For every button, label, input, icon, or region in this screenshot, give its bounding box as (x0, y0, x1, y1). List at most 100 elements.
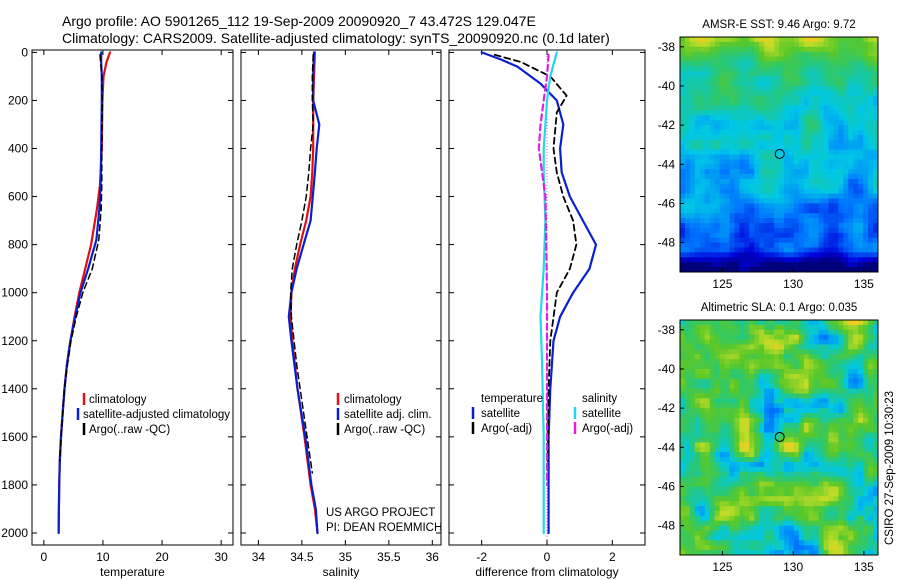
map-cell (793, 364, 800, 370)
map-cell (863, 349, 869, 355)
map-cell (828, 481, 835, 488)
map-cell (684, 125, 691, 131)
map-cell (779, 364, 785, 370)
map-cell (828, 174, 835, 180)
map-cell (729, 174, 736, 180)
map-cell (714, 66, 721, 72)
map-cell (793, 481, 800, 488)
map-cell (689, 320, 696, 326)
map-cell (749, 154, 755, 160)
map-cell (754, 417, 760, 424)
map-cell (719, 359, 726, 365)
map-cell (714, 237, 721, 244)
map-cell (754, 545, 760, 551)
map-cell (793, 61, 800, 67)
map-cell (764, 76, 770, 82)
map-cell (779, 81, 785, 87)
map-cell (759, 427, 765, 434)
map-cell (769, 149, 775, 156)
map-cell (769, 76, 775, 82)
map-cell (853, 51, 859, 58)
map-cell (704, 334, 711, 341)
map-cell (769, 364, 775, 370)
map-cell (739, 486, 745, 492)
map-cell (729, 393, 736, 399)
map-cell (788, 349, 795, 355)
map-cell (803, 120, 810, 126)
map-cell (724, 329, 731, 336)
map-cell (848, 66, 854, 72)
map-cell (744, 403, 750, 409)
map-cell (754, 447, 760, 453)
map-cell (833, 198, 839, 205)
map-cell (759, 242, 765, 249)
map-cell (779, 213, 785, 219)
map-cell (793, 252, 800, 258)
map-cell (714, 56, 721, 63)
map-cell (714, 115, 721, 121)
legend-label-sal-argo: Argo(-adj) (582, 423, 633, 435)
map-cell (774, 422, 780, 429)
map-cell (798, 257, 805, 263)
map-cell (788, 417, 795, 424)
map-cell (724, 169, 731, 175)
map-cell (680, 46, 686, 53)
map-cell (704, 506, 711, 512)
map-cell (818, 125, 825, 131)
map-cell (843, 154, 849, 160)
map-cell (684, 208, 691, 214)
map-cell (853, 227, 859, 234)
map-cell (783, 242, 790, 249)
map-cell (803, 218, 810, 224)
map-cell (818, 149, 825, 156)
map-cell (699, 545, 706, 551)
map-cell (779, 422, 785, 429)
map-cell (858, 368, 864, 375)
map-x-tick-label: 130 (783, 560, 803, 574)
map-cell (868, 550, 874, 555)
map-cell (833, 183, 839, 190)
map-cell (749, 134, 755, 141)
map-cell (818, 486, 825, 492)
map-cell (749, 110, 755, 116)
map-cell (788, 66, 795, 72)
map-cell (783, 378, 790, 385)
map-cell (863, 359, 869, 365)
map-cell (709, 525, 716, 532)
map-cell (729, 359, 736, 365)
map-cell (848, 403, 854, 409)
map-cell (828, 178, 835, 185)
map-cell (749, 90, 755, 97)
map-cell (680, 486, 686, 492)
map-cell (754, 213, 760, 219)
map-cell (818, 71, 825, 77)
map-cell (793, 66, 800, 72)
map-y-tick-label: -44 (658, 440, 676, 454)
map-cell (818, 481, 825, 488)
map-cell (798, 422, 805, 429)
map-cell (764, 417, 770, 424)
map-cell (680, 481, 686, 488)
map-cell (779, 71, 785, 77)
map-cell (863, 193, 869, 200)
map-cell (803, 85, 810, 92)
map-cell (828, 510, 835, 517)
map-cell (803, 227, 810, 234)
map-cell (689, 183, 696, 190)
map-cell (863, 530, 869, 537)
map-cell (759, 452, 765, 458)
map-cell (704, 344, 711, 350)
map-cell (779, 535, 785, 541)
map-cell (719, 471, 726, 478)
map-cell (769, 247, 775, 254)
map-cell (808, 46, 815, 53)
map-cell (719, 320, 726, 326)
map-cell (858, 413, 864, 419)
map-cell (749, 481, 755, 488)
map-cell (853, 324, 859, 331)
map-cell (729, 496, 736, 502)
map-cell (729, 213, 736, 219)
map-cell (774, 262, 780, 268)
map-title: Altimetric SLA: 0.1 Argo: 0.035 (701, 302, 858, 314)
map-cell (798, 242, 805, 249)
